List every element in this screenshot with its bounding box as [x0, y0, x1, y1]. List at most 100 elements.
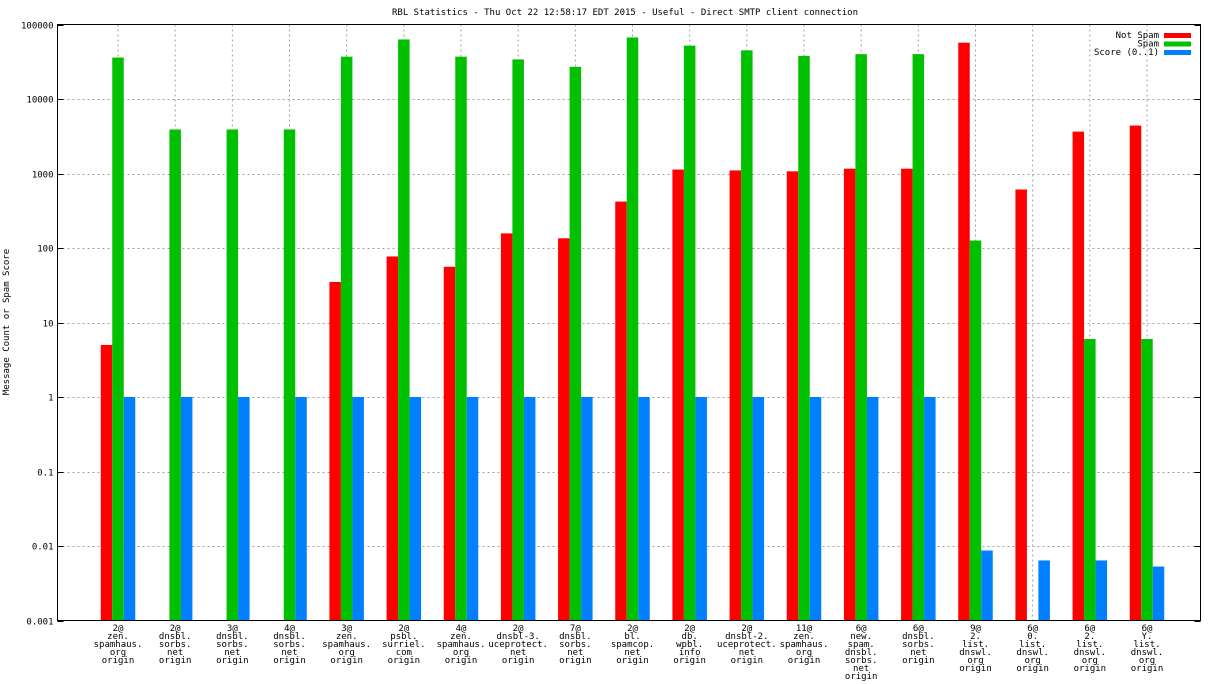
x-tick-label-line: origin: [731, 656, 764, 666]
bar-spam: [226, 129, 239, 621]
bar-score-: [1038, 560, 1050, 621]
bar-score-: [695, 397, 707, 621]
x-tick-label-line: sorbs.: [902, 640, 935, 650]
y-tick-label: 0.001: [26, 618, 53, 628]
x-tick-label: 2@ dnsbl-3. uceprotect. net origin: [488, 624, 548, 666]
x-tick-label-line: dnswl.: [1016, 648, 1049, 658]
x-tick-label-line: org: [110, 648, 126, 658]
x-tick-label-line: spam.: [848, 640, 875, 650]
x-tick-label-line: 11@: [796, 624, 813, 634]
x-tick-label-line: origin: [102, 656, 135, 666]
x-tick-label-line: dnsbl.: [216, 632, 249, 642]
x-tick-label-line: 2@: [170, 624, 181, 634]
y-tick-label: 100000: [21, 22, 54, 32]
x-tick-label-line: list.: [1019, 640, 1046, 650]
bar-spam: [912, 54, 925, 621]
x-tick-label-line: origin: [159, 656, 192, 666]
x-tick-label-line: org: [453, 648, 469, 658]
bar-score-: [180, 397, 193, 621]
bar-not-spam: [672, 169, 684, 621]
bar-not-spam: [443, 266, 456, 621]
bar-score-: [638, 397, 650, 621]
x-tick-label-line: origin: [1074, 664, 1107, 674]
x-tick-label: 6@ 2. list. dnswl. org origin: [1074, 624, 1107, 674]
legend-swatch: [1164, 50, 1191, 55]
x-tick-label: 2@ db. wpbl. info origin: [673, 624, 706, 666]
bar-not-spam: [500, 233, 513, 621]
x-tick-label-line: origin: [330, 656, 363, 666]
x-tick-label: 2@ psbl. surriel. com origin: [382, 624, 425, 666]
y-axis-label: Message Count or Spam Score: [2, 249, 12, 395]
x-tick-label-line: origin: [559, 656, 592, 666]
legend-label: Spam: [1137, 40, 1159, 50]
plot-frame: [57, 24, 1201, 621]
x-tick-label-line: origin: [388, 656, 421, 666]
bar-not-spam: [329, 281, 341, 621]
bar-score-: [924, 397, 936, 621]
x-tick-label-line: 4@: [456, 624, 467, 634]
x-tick-label-line: dnsbl-2.: [725, 632, 768, 642]
x-tick-label-line: dnswl.: [959, 648, 992, 658]
y-tick-label: 100: [37, 245, 53, 255]
x-tick-label-line: net: [567, 648, 583, 658]
bar-not-spam: [386, 256, 399, 621]
bar-not-spam: [100, 344, 113, 621]
bar-spam: [455, 56, 467, 621]
x-tick-label-line: org: [1082, 656, 1098, 666]
x-tick-label-line: sorbs.: [273, 640, 306, 650]
x-tick-label-line: origin: [673, 656, 706, 666]
bar-spam: [283, 129, 296, 621]
x-tick-label-line: origin: [1016, 664, 1049, 674]
x-tick-label-line: list.: [1133, 640, 1160, 650]
bar-not-spam: [843, 168, 856, 621]
x-tick-label-line: 0.: [1027, 632, 1038, 642]
x-tick-label-line: uceprotect.: [488, 640, 548, 650]
bar-not-spam: [558, 238, 570, 621]
x-tick-label: 2@ zen. spamhaus. org origin: [94, 624, 143, 666]
bar-spam: [1084, 339, 1096, 621]
bar-spam: [512, 59, 524, 621]
x-tick-label-line: org: [967, 656, 983, 666]
x-tick-label-line: list.: [962, 640, 989, 650]
x-tick-label-line: dnswl.: [1074, 648, 1107, 658]
y-tick-label: 0.01: [32, 543, 54, 553]
x-tick-label-line: origin: [959, 664, 992, 674]
bar-spam: [741, 50, 753, 621]
bar-score-: [523, 397, 536, 621]
x-tick-label-line: 6@: [856, 624, 867, 634]
x-tick-label-line: org: [796, 648, 812, 658]
bar-spam: [569, 66, 582, 621]
y-tick-label: 1000: [32, 171, 54, 181]
x-tick-label-line: zen.: [336, 632, 358, 642]
x-tick-label: 6@ 0. list. dnswl. org origin: [1016, 624, 1049, 674]
bar-score-: [981, 550, 993, 621]
x-tick-label: 6@ dnsbl. sorbs. net origin: [902, 624, 935, 666]
x-tick-label-line: origin: [902, 656, 935, 666]
bar-not-spam: [615, 201, 627, 621]
x-tick-label-line: org: [339, 648, 355, 658]
x-tick-label-line: 6@: [1142, 624, 1153, 634]
bar-score-: [295, 397, 307, 621]
x-tick-label-line: 6@: [1084, 624, 1095, 634]
bar-spam: [798, 55, 810, 621]
x-tick-label: 2@ dnsbl. sorbs. net origin: [159, 624, 192, 666]
x-tick-label-line: 3@: [341, 624, 352, 634]
x-tick-label-line: spamhaus.: [437, 640, 486, 650]
bar-score-: [809, 397, 822, 621]
x-tick-label-line: 2@: [627, 624, 638, 634]
bar-score-: [866, 397, 879, 621]
x-tick-label-line: origin: [445, 656, 478, 666]
x-tick-label-line: new.: [850, 632, 872, 642]
x-tick-label-line: spamhaus.: [322, 640, 371, 650]
x-tick-label-line: org: [1025, 656, 1041, 666]
y-tick-label: 10000: [26, 96, 53, 106]
legend-swatch: [1164, 41, 1191, 47]
x-tick-label-line: spamcop.: [611, 640, 654, 650]
bar-spam: [626, 37, 639, 621]
x-tick-label-line: dnsbl.: [845, 648, 878, 658]
x-tick-label-line: 3@: [227, 624, 238, 634]
bar-score-: [409, 397, 422, 621]
x-tick-label-line: spamhaus.: [94, 640, 143, 650]
legend-label: Not Spam: [1116, 31, 1159, 41]
